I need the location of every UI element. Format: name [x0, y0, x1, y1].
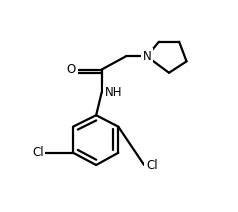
Text: Cl: Cl	[32, 146, 44, 159]
Text: NH: NH	[104, 86, 122, 99]
Text: N: N	[143, 50, 151, 63]
Text: O: O	[67, 63, 76, 76]
Text: Cl: Cl	[146, 159, 158, 172]
